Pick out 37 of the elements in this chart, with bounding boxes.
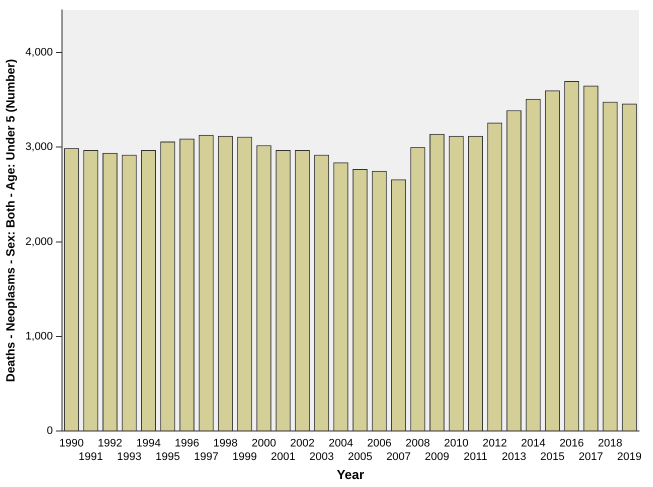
x-tick-label: 1992 [98, 438, 122, 450]
x-tick-label: 2011 [464, 450, 488, 463]
x-tick-label: 1999 [232, 450, 257, 463]
x-tick-label: 2012 [482, 438, 507, 450]
x-tick-label: 2016 [559, 438, 584, 450]
y-tick-label: 3,000 [25, 141, 53, 154]
x-tick-label: 2009 [424, 450, 450, 463]
x-tick-label: 2001 [270, 450, 296, 463]
x-tick-label: 1996 [174, 438, 200, 450]
x-tick-label: 1998 [213, 438, 238, 450]
x-tick-label: 1994 [136, 438, 161, 450]
x-tick-label: 2006 [367, 438, 392, 450]
x-tick-label: 2018 [598, 438, 622, 450]
x-tick-label: 1993 [117, 450, 142, 463]
x-axis-title: Year [336, 466, 364, 482]
x-tick-label: 1997 [194, 450, 218, 463]
x-tick-label: 2019 [617, 450, 642, 463]
x-tick-label: 2013 [502, 450, 526, 463]
x-tick-label: 2007 [386, 450, 411, 463]
x-tick-label: 1995 [155, 450, 180, 463]
y-tick-label: 1,000 [25, 330, 53, 342]
x-tick-label: 1990 [59, 438, 84, 450]
y-axis-title: Deaths - Neoplasms - Sex: Both - Age: Under 5 (Number) [4, 59, 18, 382]
y-tick-label: 0 [46, 425, 53, 438]
x-tick-label: 2003 [309, 450, 334, 463]
y-tick-label: 4,000 [25, 46, 53, 59]
x-tick-label: 2000 [252, 438, 276, 450]
x-tick-label: 2014 [520, 438, 546, 450]
x-tick-label: 2002 [290, 438, 315, 450]
x-tick-label: 1991 [78, 450, 104, 463]
x-tick-label: 2010 [444, 438, 468, 450]
x-tick-label: 2017 [578, 450, 604, 463]
x-tick-label: 2015 [540, 450, 565, 463]
x-tick-label: 2004 [328, 438, 354, 450]
y-tick-label: 2,000 [25, 236, 53, 248]
x-tick-label: 2008 [406, 438, 430, 450]
x-tick-label: 2005 [348, 450, 372, 463]
